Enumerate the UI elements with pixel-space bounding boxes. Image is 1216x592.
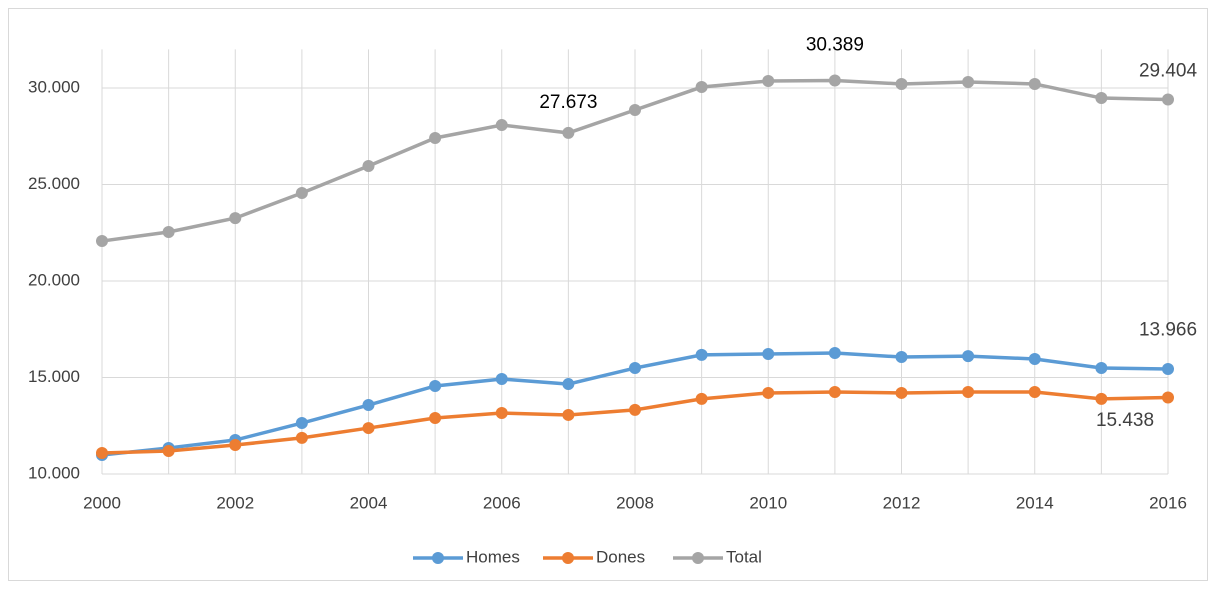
y-tick-label: 25.000	[28, 174, 80, 193]
data-label: 29.404	[1139, 61, 1198, 82]
point	[495, 407, 508, 420]
point	[162, 225, 175, 238]
point	[695, 392, 708, 405]
point	[828, 385, 841, 398]
point	[695, 81, 708, 94]
point	[962, 385, 975, 398]
point	[962, 350, 975, 363]
data-label: 13.966	[1139, 319, 1197, 340]
point	[295, 431, 308, 444]
legend-label: Total	[726, 547, 762, 566]
point	[495, 373, 508, 386]
point	[429, 412, 442, 425]
point	[895, 351, 908, 364]
legend-swatch	[562, 552, 574, 564]
x-tick-label: 2006	[483, 493, 521, 512]
point	[1162, 391, 1174, 404]
point	[762, 347, 775, 360]
y-tick-label: 10.000	[28, 463, 80, 482]
x-tick-label: 2012	[883, 493, 921, 512]
point	[695, 348, 708, 361]
y-tick-label: 20.000	[28, 270, 80, 289]
point	[429, 379, 442, 392]
point	[162, 445, 175, 458]
y-tick-label: 30.000	[28, 77, 80, 96]
point	[429, 131, 442, 144]
point	[1095, 392, 1108, 405]
point	[562, 378, 575, 391]
point	[629, 104, 641, 117]
data-label: 30.389	[806, 35, 864, 56]
x-tick-label: 2008	[616, 493, 654, 512]
point	[962, 76, 975, 89]
point	[362, 422, 375, 435]
point	[362, 159, 375, 172]
chart-frame	[8, 8, 1208, 581]
x-tick-label: 2014	[1016, 493, 1054, 512]
data-label: 15.438	[1096, 410, 1154, 431]
point	[1028, 77, 1041, 90]
point	[895, 77, 908, 90]
point	[96, 446, 108, 459]
data-label: 27.673	[539, 92, 597, 113]
y-tick-label: 15.000	[28, 367, 80, 386]
point	[562, 126, 575, 139]
point	[362, 399, 375, 412]
point	[629, 403, 641, 416]
point	[1095, 92, 1108, 105]
legend-label: Dones	[596, 547, 645, 566]
point	[1162, 93, 1174, 106]
point	[1028, 352, 1041, 365]
point	[629, 362, 641, 375]
point	[1095, 362, 1108, 375]
legend-swatch	[692, 552, 704, 564]
point	[295, 186, 308, 199]
x-tick-label: 2002	[216, 493, 254, 512]
point	[895, 386, 908, 399]
point	[828, 74, 841, 87]
legend-swatch	[432, 552, 444, 564]
x-tick-label: 2004	[350, 493, 388, 512]
point	[762, 75, 775, 88]
point	[96, 235, 108, 248]
point	[495, 119, 508, 132]
x-tick-label: 2010	[749, 493, 787, 512]
x-tick-label: 2016	[1149, 493, 1187, 512]
point	[1162, 363, 1174, 376]
legend-label: Homes	[466, 547, 520, 566]
point	[762, 386, 775, 399]
point	[229, 439, 242, 452]
point	[562, 408, 575, 421]
point	[1028, 385, 1041, 398]
x-tick-label: 2000	[83, 493, 121, 512]
point	[828, 346, 841, 359]
point	[229, 212, 242, 225]
point	[295, 417, 308, 430]
